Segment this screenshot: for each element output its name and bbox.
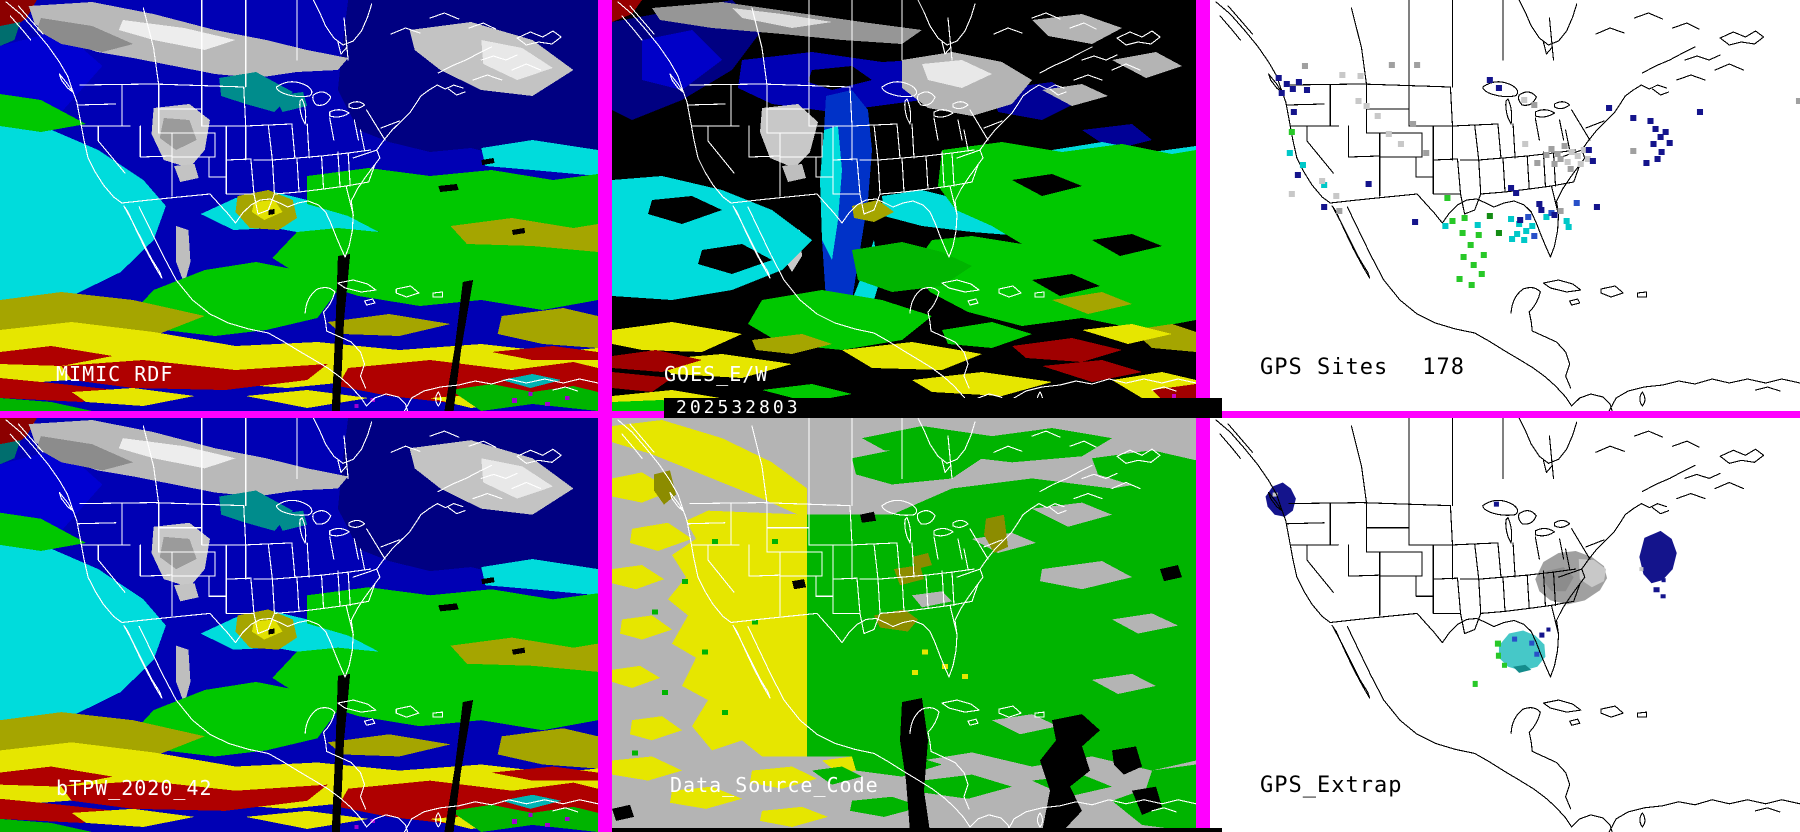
satellite-image-goes-ew	[612, 0, 1196, 411]
panel-label-mimic-rdf: MIMIC RDF	[56, 362, 174, 386]
gps-extrap-field	[1265, 482, 1677, 687]
panel-gps-sites: GPS Sites 178	[1210, 0, 1800, 411]
panel-label-gps-extrap: GPS_Extrap	[1260, 773, 1403, 798]
panel-goes-ew: GOES_E/W	[612, 0, 1196, 411]
timestamp: 202532803	[676, 397, 801, 418]
data-source-code-map	[612, 418, 1196, 832]
panel-mimic-rdf: MIMIC RDF	[0, 0, 598, 411]
gps-sites-map	[1215, 0, 1800, 411]
timestamp-bar: 202532803	[664, 398, 1222, 418]
panel-label-btpw: bTPW_2020_42	[56, 776, 213, 800]
gps-site-markers	[1275, 62, 1800, 288]
panel-label-data-source-code: Data_Source_Code	[670, 773, 879, 797]
panel-label-gps-sites: GPS Sites 178	[1260, 355, 1465, 380]
panel-btpw: bTPW_2020_42	[0, 418, 598, 832]
bottom-strip	[612, 828, 1222, 832]
gps-extrap-map	[1215, 418, 1800, 832]
panel-data-source-code: Data_Source_Code	[612, 418, 1196, 832]
satellite-image-btpw	[0, 418, 598, 832]
gps-site-count: 178	[1422, 355, 1465, 380]
panel-gps-extrap: GPS_Extrap	[1210, 418, 1800, 832]
panel-label-goes-ew: GOES_E/W	[664, 362, 769, 386]
satellite-image-mimic-rdf	[0, 0, 598, 411]
